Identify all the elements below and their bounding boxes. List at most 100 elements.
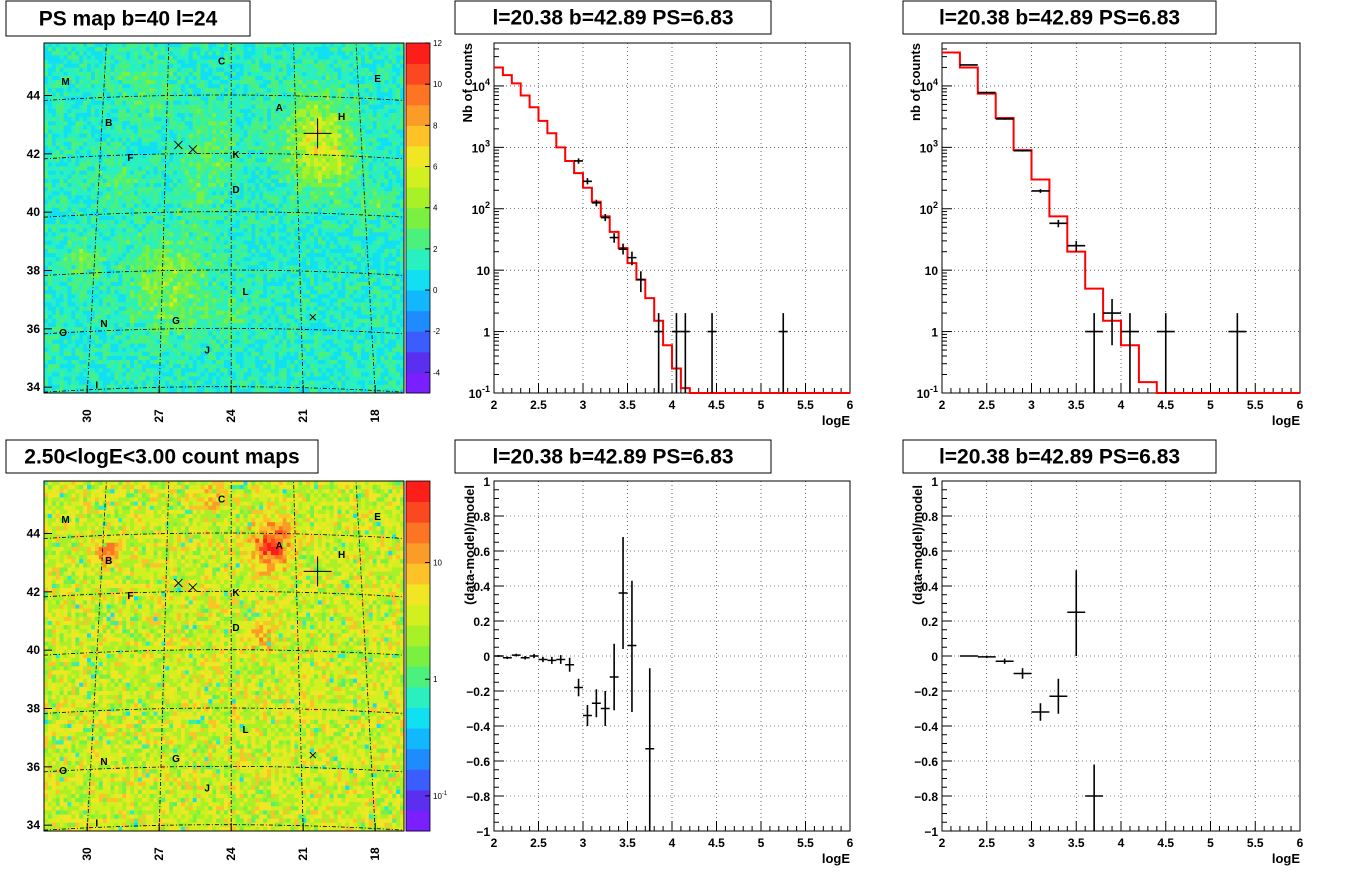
x-tick-label: 6: [847, 836, 854, 850]
x-tick-label: 21: [296, 409, 310, 423]
source-label: B: [105, 118, 112, 129]
chart-title: 2.50<logE<3.00 count maps: [24, 446, 299, 469]
colorbar-swatch: [406, 481, 430, 502]
x-tick-label: 2: [939, 836, 946, 850]
x-tick-label: 5: [1207, 836, 1214, 850]
heatmap-cells: [44, 43, 404, 393]
x-tick-label: 2.5: [530, 836, 547, 850]
data-point: [1014, 150, 1032, 152]
x-tick-label: 6: [847, 398, 854, 412]
colorbar-swatch: [406, 605, 430, 626]
x-tick-label: 6: [1297, 398, 1304, 412]
y-tick-label: 34: [27, 380, 41, 394]
y-tick-label: −0.2: [914, 685, 938, 699]
source-label: A: [276, 541, 283, 552]
colorbar-swatch: [406, 666, 430, 687]
colorbar-swatch: [406, 187, 430, 208]
x-tick-label: 6: [1297, 836, 1304, 850]
colorbar-tick-label: 2: [433, 245, 438, 254]
x-tick-label: 3: [1028, 836, 1035, 850]
y-tick-label: 44: [27, 527, 41, 541]
chart-title: l=20.38 b=42.89 PS=6.83: [492, 446, 733, 469]
y-tick-label: −1: [476, 825, 490, 839]
x-tick-label: 4: [1118, 398, 1125, 412]
colorbar-swatch: [406, 502, 430, 523]
y-tick-label: 36: [27, 760, 41, 774]
colorbar-swatch: [406, 646, 430, 667]
source-label: F: [127, 153, 133, 164]
colorbar-swatch: [406, 125, 430, 146]
source-label: I: [95, 380, 98, 391]
x-tick-label: 4: [669, 836, 676, 850]
colorbar-swatch: [406, 249, 430, 270]
source-label: I: [95, 818, 98, 829]
x-tick-label: 30: [80, 847, 94, 861]
x-tick-label: 2: [491, 398, 498, 412]
colorbar-tick-label: -2: [433, 327, 441, 336]
chart-title: PS map b=40 l=24: [39, 8, 218, 31]
y-tick-label: 0.2: [921, 615, 938, 629]
x-tick-label: 3.5: [619, 836, 636, 850]
y-axis-label: nb of counts: [908, 43, 923, 121]
source-label: M: [61, 515, 69, 526]
x-tick-label: 3.5: [619, 398, 636, 412]
x-tick-label: 3.5: [1068, 836, 1085, 850]
x-tick-label: 4.5: [1157, 398, 1174, 412]
x-tick-label: 4.5: [708, 836, 725, 850]
source-label: J: [204, 345, 210, 356]
source-label: D: [232, 623, 239, 634]
x-tick-label: 24: [224, 847, 238, 861]
source-label: G: [172, 316, 180, 327]
y-axis-label: (data-model)/model: [910, 485, 925, 605]
x-tick-label: 3.5: [1068, 398, 1085, 412]
colorbar-swatch: [406, 687, 430, 708]
colorbar-swatch: [406, 167, 430, 188]
source-label: H: [338, 112, 345, 123]
x-tick-label: 2.5: [978, 836, 995, 850]
y-tick-label: 42: [27, 147, 41, 161]
y-tick-label: 34: [27, 818, 41, 832]
y-tick-label: 1: [483, 475, 490, 489]
y-tick-label: −0.8: [466, 790, 490, 804]
x-tick-label: 5: [1207, 398, 1214, 412]
y-tick-label: 1: [931, 326, 938, 340]
count-map-panel: 30 27 24 21 18343638404244ABCDEFGHIJKLMNO10-…: [6, 440, 448, 861]
y-tick-label: −0.6: [466, 755, 490, 769]
source-label: B: [105, 556, 112, 567]
colorbar-swatch: [406, 707, 430, 728]
heatmap-cells: [44, 481, 404, 831]
x-tick-label: 2: [491, 836, 498, 850]
x-tick-label: 4.5: [708, 398, 725, 412]
data-point: [960, 64, 978, 65]
colorbar-swatch: [406, 563, 430, 584]
data-point: [978, 92, 996, 93]
colorbar-tick-label: 12: [433, 39, 442, 48]
x-axis-label: logE: [1272, 851, 1300, 866]
source-label: N: [100, 757, 107, 768]
source-label: J: [204, 783, 210, 794]
x-tick-label: 18: [368, 409, 382, 423]
ps-map-panel: 30 27 24 21 18343638404244ABCDEFGHIJKLMNO-4-…: [6, 1, 442, 423]
colorbar-swatch: [406, 625, 430, 646]
colorbar-swatch: [406, 290, 430, 311]
colorbar-swatch: [406, 64, 430, 85]
colorbar-swatch: [406, 810, 430, 831]
colorbar-swatch: [406, 146, 430, 167]
colorbar-swatch: [406, 105, 430, 126]
x-tick-label: 5.5: [1247, 836, 1264, 850]
source-label: C: [218, 495, 225, 506]
y-tick-label: 1: [931, 475, 938, 489]
colorbar-tick-label: 6: [433, 163, 438, 172]
y-axis-label: (data-model)/model: [462, 485, 477, 605]
x-tick-label: 5.5: [797, 398, 814, 412]
colorbar-tick-label: -4: [433, 368, 441, 377]
colorbar-swatch: [406, 269, 430, 290]
source-label: K: [232, 150, 240, 161]
y-tick-label: 0: [931, 650, 938, 664]
data-point: [960, 655, 978, 656]
source-label: N: [100, 319, 107, 330]
x-axis-label: logE: [822, 413, 850, 428]
colorbar-swatch: [406, 522, 430, 543]
source-label: F: [127, 591, 133, 602]
source-label: G: [172, 754, 180, 765]
